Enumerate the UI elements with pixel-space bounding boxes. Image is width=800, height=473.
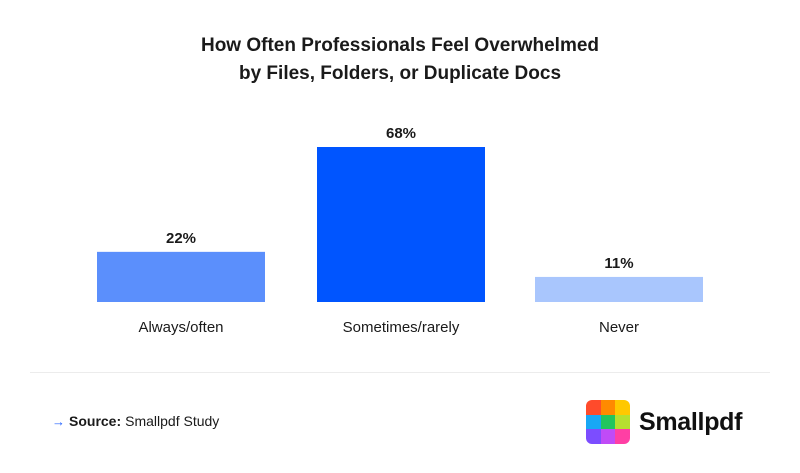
source-text: Smallpdf Study	[125, 413, 220, 429]
category-label-0: Always/often	[138, 319, 223, 336]
bar-0	[97, 251, 265, 302]
arrow-right-icon: →	[52, 413, 65, 429]
source-label: Source:	[69, 413, 122, 429]
bar-chart: 22% Always/often 68% Sometimes/rarely 11% Nev…	[97, 125, 703, 336]
bar-value-label-2: 11%	[604, 255, 633, 272]
bar-value-label-1: 68%	[386, 125, 416, 142]
category-label-1: Sometimes/rarely	[343, 319, 460, 336]
logo-tile-7	[600, 429, 616, 444]
chart-title: How Often Professionals Feel Overwhelmed…	[0, 32, 800, 88]
bar-2	[535, 276, 703, 302]
source-line: → Source: Smallpdf Study	[52, 413, 219, 429]
logo-tile-8	[615, 429, 630, 444]
logo-tile-6	[586, 429, 601, 444]
footer-divider	[30, 372, 770, 373]
bar-1	[317, 147, 485, 302]
bar-value-label-0: 22%	[166, 230, 196, 247]
logo-tile-1	[600, 400, 616, 415]
logo-tile-5	[615, 414, 630, 430]
smallpdf-logo: Smallpdf	[586, 400, 742, 444]
logo-tile-0	[586, 400, 601, 415]
logo-tile-4	[600, 414, 616, 430]
smallpdf-logo-icon	[586, 400, 630, 444]
logo-tile-2	[615, 400, 630, 415]
chart-title-line-1: How Often Professionals Feel Overwhelmed	[200, 35, 600, 56]
category-label-2: Never	[599, 319, 639, 336]
logo-tile-3	[586, 414, 601, 430]
smallpdf-wordmark: Smallpdf	[639, 407, 743, 436]
chart-title-line-2: by Files, Folders, or Duplicate Docs	[238, 63, 562, 84]
